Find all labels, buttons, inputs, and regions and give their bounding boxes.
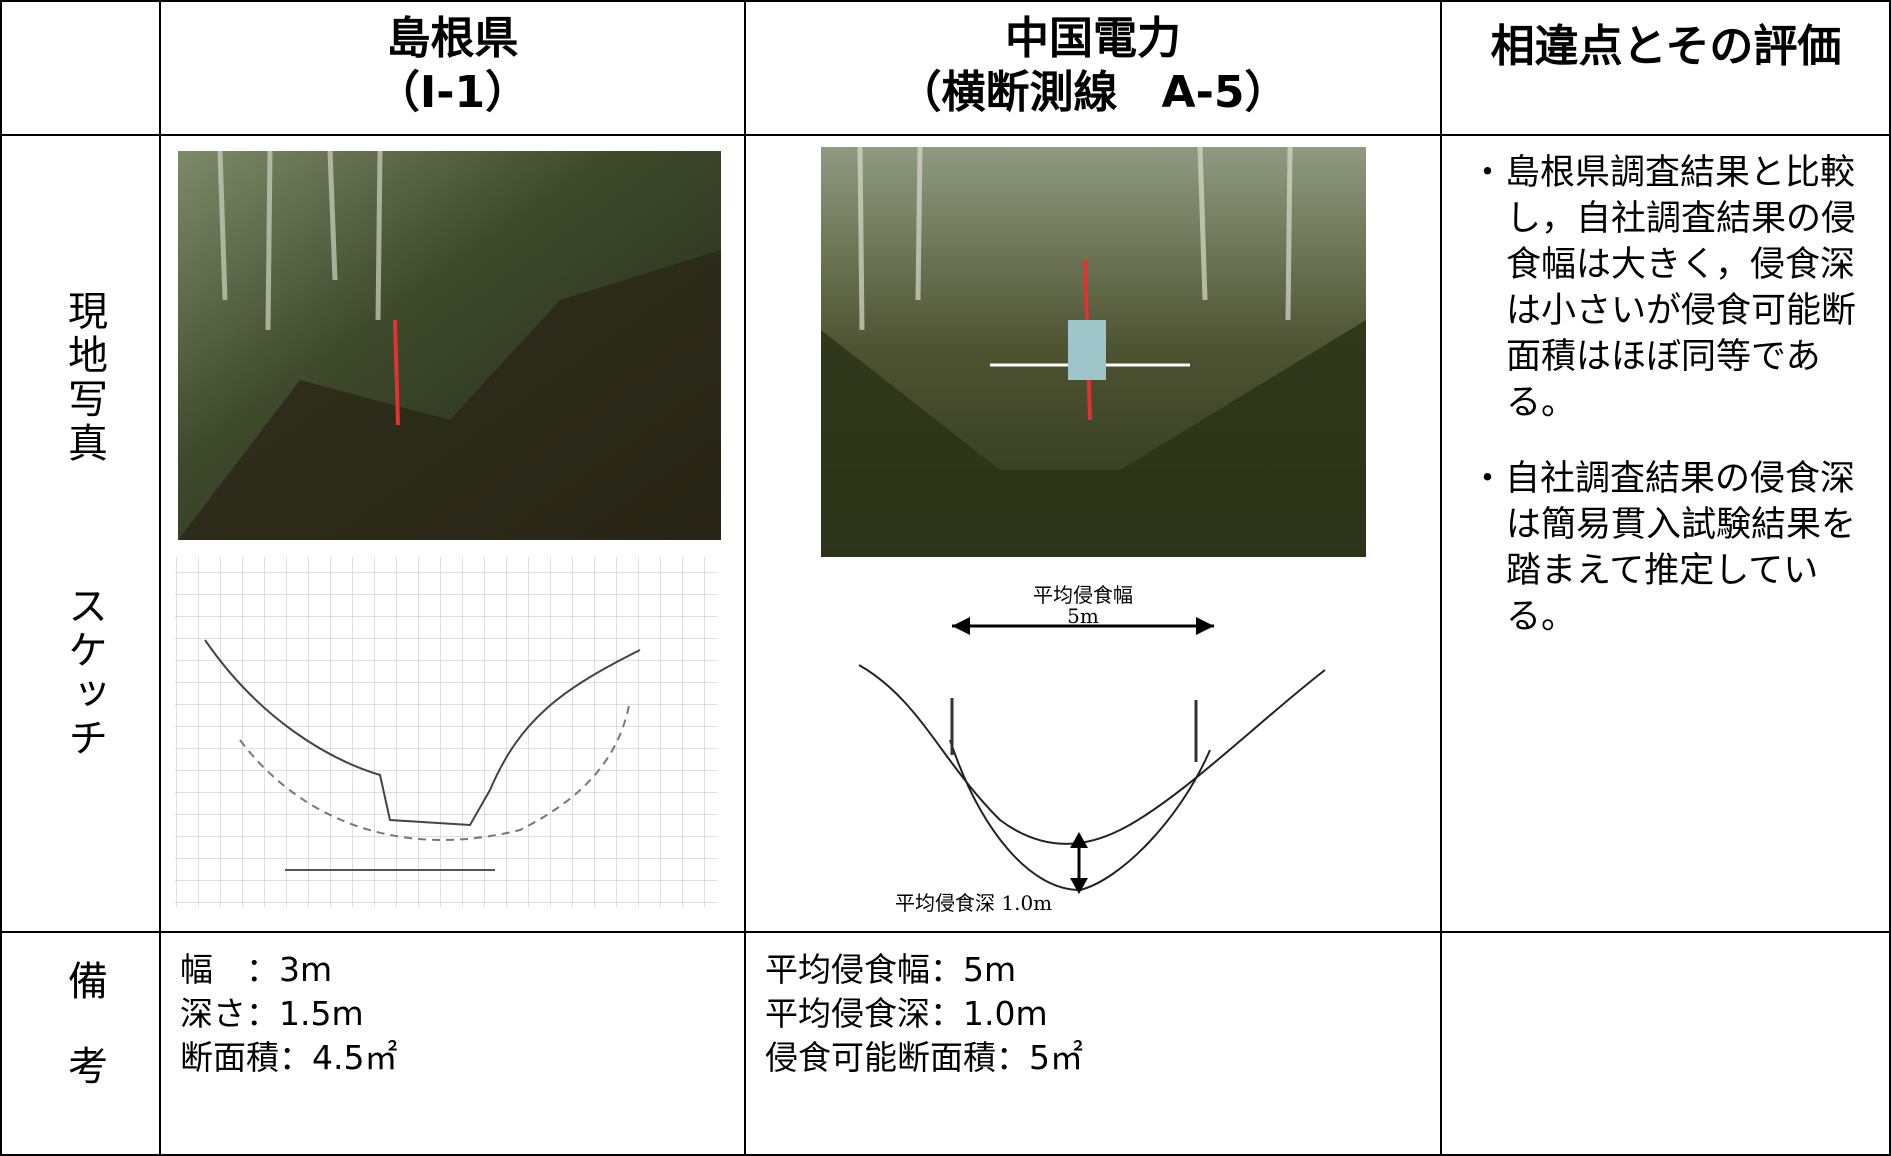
notes: 平均侵食幅：5m 平均侵食深：1.0m 侵食可能断面積：5㎡: [765, 948, 1083, 1080]
row-label: 現地写真: [61, 290, 107, 466]
column-header: 相違点とその評価: [1441, 20, 1891, 74]
note-line: 侵食可能断面積：5㎡: [765, 1038, 1083, 1077]
note-line: 深さ：1.5m: [180, 994, 364, 1033]
sketch-label: 平均侵食幅: [1033, 583, 1133, 607]
chugoku-photo: [821, 146, 1366, 557]
column-header: 中国電力 （横断測線 A-5）: [745, 12, 1441, 120]
row-label: 考: [61, 1045, 107, 1089]
note-line: 幅 ：3m: [180, 950, 333, 989]
header-name: 島根県: [386, 13, 519, 64]
note-line: 平均侵食深：1.0m: [765, 994, 1048, 1033]
evaluation-item: ・島根県調査結果と比較し，自社調査結果の侵食幅は大きく，侵食深は小さいが侵食可能…: [1470, 153, 1857, 423]
notes: 幅 ：3m 深さ：1.5m 断面積：4.5㎡: [180, 948, 397, 1080]
chugoku-sketch: 平均侵食幅 5m 平均侵食深 1.0m: [858, 583, 1326, 915]
header-name: 中国電力: [1005, 13, 1181, 64]
evaluation-item: ・自社調査結果の侵食深は簡易貫入試験結果を踏まえて推定している。: [1470, 459, 1857, 637]
row-label: スケッチ: [61, 585, 107, 761]
note-line: 平均侵食幅：5m: [765, 950, 1017, 989]
shimane-photo: [178, 150, 721, 540]
evaluation: ・島根県調査結果と比較し，自社調査結果の侵食幅は大きく，侵食深は小さいが侵食可能…: [1470, 150, 1885, 670]
sketch-label: 平均侵食深 1.0m: [895, 891, 1052, 915]
sketch-label: 5m: [1067, 604, 1099, 628]
shimane-sketch: [175, 557, 718, 907]
note-line: 断面積：4.5㎡: [180, 1038, 398, 1077]
header-code: （横断測線 A-5）: [897, 67, 1289, 118]
row-label: 備: [61, 960, 107, 1004]
column-header: 島根県 （I-1）: [160, 12, 745, 120]
header-name: 相違点とその評価: [1490, 21, 1842, 72]
header-code: （I-1）: [375, 67, 530, 118]
